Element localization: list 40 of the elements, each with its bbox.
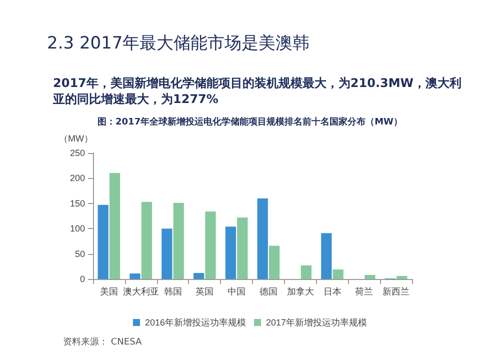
bar xyxy=(300,265,312,279)
y-tick-label: 250 xyxy=(70,148,85,158)
bar xyxy=(141,202,152,279)
y-tick-label: 50 xyxy=(74,248,85,259)
bar xyxy=(364,274,376,279)
y-tick-label: 100 xyxy=(70,224,85,234)
x-tick-label: 澳大利亚 xyxy=(122,286,159,296)
x-tick-label: 加拿大 xyxy=(286,286,314,296)
x-tick-label: 新西兰 xyxy=(382,286,410,296)
legend-label: 2016年新增投运功率规模 xyxy=(144,318,246,328)
y-tick-label: 0 xyxy=(80,274,85,284)
bar xyxy=(98,204,108,279)
chart-subtitle: 2017年，美国新增电化学储能项目的装机规模最大，为210.3MW，澳大利亚的同比增速最大，为1277% xyxy=(52,76,462,106)
legend-label: 2017年新增投运功率规模 xyxy=(266,318,368,328)
y-tick-label: 150 xyxy=(70,198,85,208)
x-tick-label: 美国 xyxy=(100,286,118,296)
bar xyxy=(396,276,408,279)
x-tick-label: 英国 xyxy=(196,286,214,296)
y-axis-title: （MW） xyxy=(59,134,93,144)
chart-title: 2.3 2017年最大储能市场是美澳韩 xyxy=(47,34,310,54)
x-tick-label: 韩国 xyxy=(164,286,182,296)
bar xyxy=(205,211,216,279)
bar xyxy=(257,198,268,279)
bar xyxy=(173,202,184,279)
bar xyxy=(193,272,204,279)
x-tick-label: 德国 xyxy=(259,286,278,296)
text: 资料来源： CNESA xyxy=(63,336,142,348)
bar xyxy=(268,246,280,279)
bar xyxy=(332,269,344,279)
text: 图：2017年全球新增投运电化学储能项目规模排名前十名国家分布（MW） xyxy=(98,116,402,128)
bar xyxy=(321,233,332,279)
x-tick-label: 日本 xyxy=(323,286,342,296)
bar xyxy=(130,273,140,279)
x-tick-label: 中国 xyxy=(228,286,246,296)
y-tick-label: 200 xyxy=(70,173,85,184)
bar xyxy=(162,228,172,279)
x-tick-label: 荷兰 xyxy=(355,286,374,296)
bar xyxy=(109,173,120,279)
bar xyxy=(225,226,236,279)
bar xyxy=(237,218,248,279)
